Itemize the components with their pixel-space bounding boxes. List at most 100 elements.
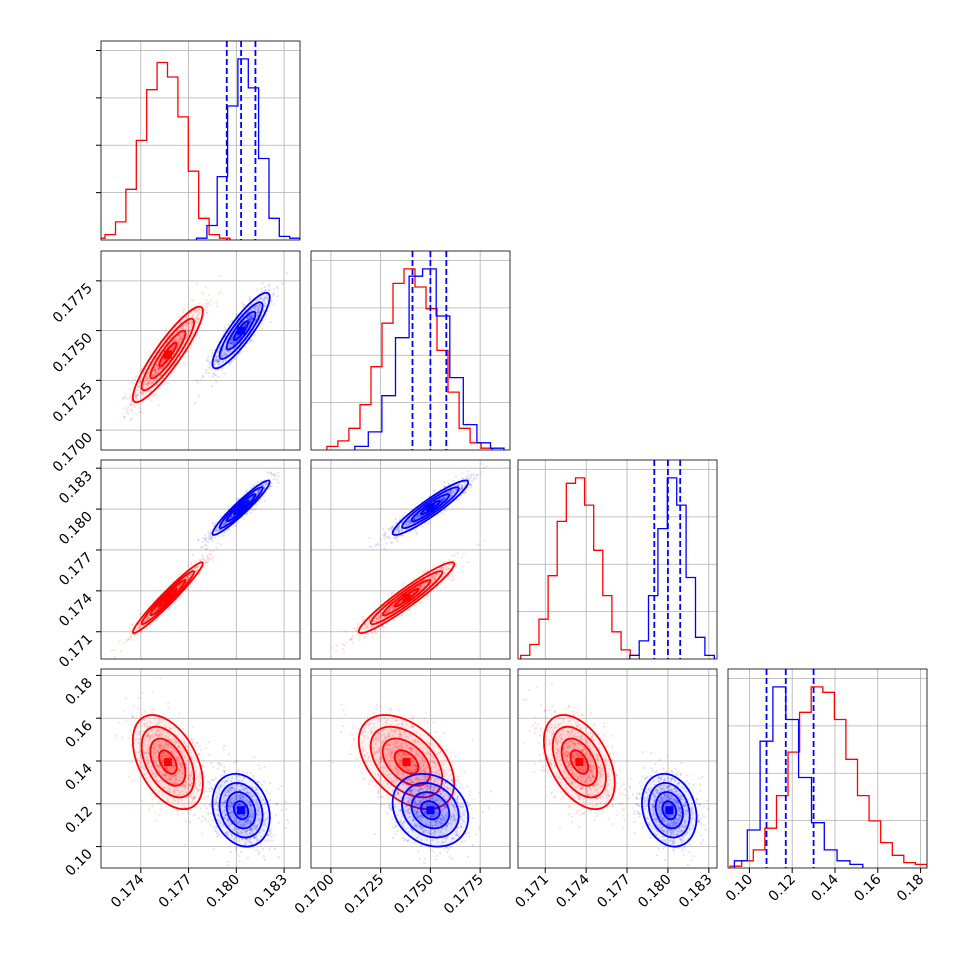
scatter-point (345, 641, 348, 645)
scatter-point (228, 528, 231, 531)
scatter-point (268, 289, 271, 292)
scatter-point (231, 341, 234, 344)
scatter-point (366, 626, 369, 629)
scatter-point (217, 375, 220, 378)
scatter-point (259, 489, 262, 492)
scatter-point (208, 365, 211, 368)
scatter-point (196, 313, 199, 316)
scatter-point (272, 473, 275, 476)
scatter-point (154, 369, 157, 372)
scatter-point (417, 586, 421, 589)
scatter-point (200, 291, 203, 294)
scatter-point (335, 644, 338, 647)
scatter-point (208, 534, 211, 538)
scatter-point (184, 577, 187, 580)
scatter-point (145, 617, 148, 620)
scatter-point (263, 304, 266, 307)
scatter-point (146, 628, 149, 631)
scatter-point (265, 295, 268, 298)
scatter-point (176, 330, 179, 333)
scatter-point (205, 311, 208, 314)
scatter-point (177, 339, 180, 342)
scatter-point (214, 358, 218, 361)
panel-frame (100, 459, 301, 660)
scatter-point (149, 383, 152, 386)
scatter-point (182, 327, 185, 330)
scatter-point (217, 362, 220, 365)
scatter-point (246, 316, 250, 319)
scatter-point (258, 305, 261, 309)
scatter-point (146, 617, 149, 620)
scatter-point (263, 485, 266, 488)
scatter-point (277, 471, 280, 474)
scatter-point (221, 534, 224, 537)
scatter-point (262, 483, 265, 486)
scatter-point (442, 480, 446, 484)
scatter-point (148, 350, 151, 353)
scatter-point (230, 342, 233, 345)
scatter-point (448, 568, 451, 571)
scatter-point (204, 548, 207, 551)
scatter-point (256, 492, 259, 495)
scatter-point (194, 570, 198, 573)
scatter-point (206, 540, 209, 544)
scatter-point (422, 585, 425, 588)
scatter-point (138, 407, 141, 410)
scatter-point (191, 321, 194, 324)
scatter-point (123, 416, 126, 419)
scatter-point (177, 585, 181, 588)
scatter-point (195, 316, 198, 320)
scatter-point (210, 349, 213, 352)
scatter-point (218, 528, 221, 531)
scatter-point (223, 372, 226, 375)
scatter-point (203, 558, 206, 561)
scatter-point (252, 306, 255, 309)
scatter-point (127, 406, 130, 409)
scatter-point (177, 344, 180, 347)
scatter-point (187, 321, 190, 324)
scatter-point (264, 297, 267, 300)
scatter-point (249, 498, 252, 501)
scatter-point (218, 360, 221, 363)
scatter-point (252, 306, 255, 309)
scatter-point (155, 371, 158, 374)
scatter-point (472, 478, 475, 481)
scatter-point (229, 342, 232, 345)
scatter-point (154, 393, 157, 397)
scatter-point (263, 486, 266, 489)
scatter-point (179, 337, 182, 340)
scatter-point (209, 549, 212, 552)
scatter-point (210, 384, 213, 387)
scatter-point (250, 317, 253, 320)
scatter-point (205, 368, 208, 372)
scatter-point (248, 320, 252, 323)
scatter-point (478, 543, 481, 546)
scatter-point (223, 522, 227, 526)
scatter-point (179, 582, 183, 586)
scatter-point (254, 306, 257, 309)
scatter-point (221, 350, 224, 353)
scatter-point (419, 584, 422, 587)
scatter-point (203, 537, 207, 540)
scatter-point (467, 473, 470, 477)
scatter-point (392, 607, 396, 610)
scatter-point (255, 288, 258, 291)
scatter-point (385, 610, 388, 613)
scatter-point (203, 562, 206, 565)
scatter-point (379, 615, 382, 619)
scatter-point (186, 574, 189, 578)
scatter-point (195, 566, 198, 569)
scatter-point (335, 650, 338, 653)
scatter-point (197, 539, 200, 542)
scatter-point (208, 363, 211, 366)
scatter-point (210, 536, 213, 539)
scatter-point (247, 315, 250, 318)
scatter-point (186, 575, 189, 578)
scatter-point (224, 352, 227, 355)
panel-frame (100, 250, 301, 451)
scatter-point (217, 358, 220, 361)
scatter-point (148, 371, 151, 374)
scatter-point (441, 567, 444, 571)
scatter-point (378, 616, 381, 619)
scatter-point (249, 308, 253, 311)
